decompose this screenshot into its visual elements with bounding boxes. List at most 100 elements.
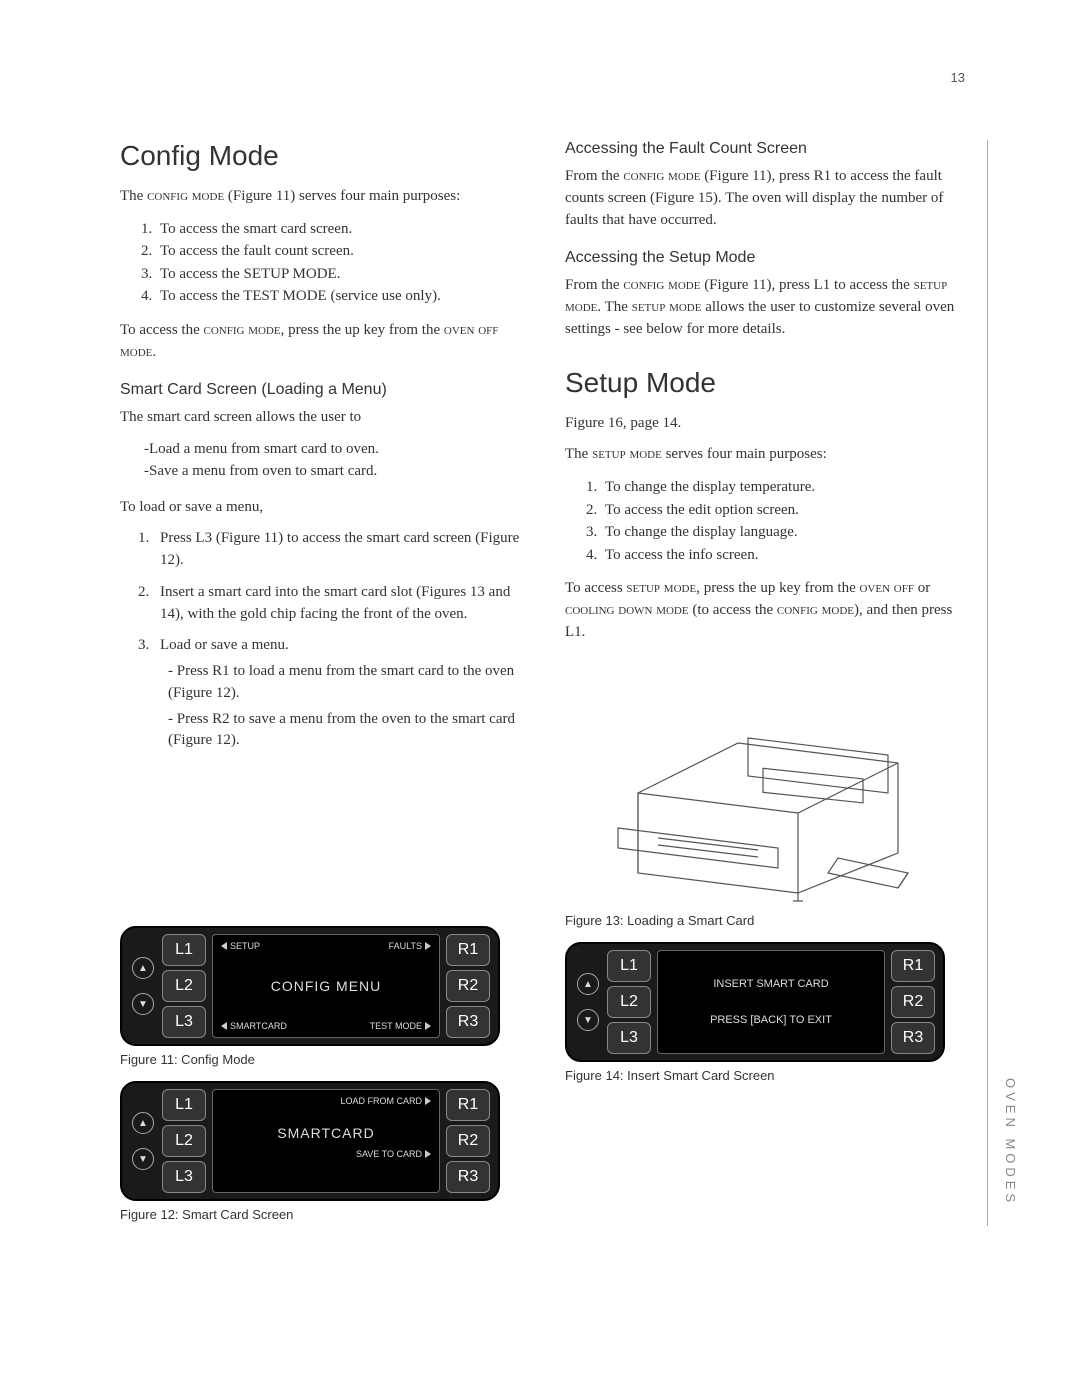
- config-purposes-list: To access the smart card screen. To acce…: [156, 218, 525, 308]
- step-num: 3.: [138, 635, 160, 756]
- triangle-left-icon: [221, 942, 227, 950]
- figure-14-panel: ▲ ▼ L1 L2 L3 INSERT SMART CARD PRESS [BA…: [565, 942, 945, 1062]
- text: From the: [565, 168, 623, 184]
- smartcard-bullets: -Load a menu from smart card to oven. -S…: [144, 439, 525, 483]
- down-arrow-icon: ▼: [577, 1009, 599, 1031]
- text-smallcaps: oven off: [859, 580, 913, 596]
- bullet: -Save a menu from oven to smart card.: [144, 461, 525, 483]
- key-R1: R1: [446, 934, 490, 966]
- screen-insert-card: INSERT SMART CARD PRESS [BACK] TO EXIT: [657, 950, 885, 1054]
- down-arrow-icon: ▼: [132, 1148, 154, 1170]
- subheading-fault-count: Accessing the Fault Count Screen: [565, 140, 970, 158]
- triangle-right-icon: [425, 1097, 431, 1105]
- page-number: 13: [951, 70, 965, 85]
- step-num: 2.: [138, 582, 160, 626]
- oven-svg: [598, 673, 938, 903]
- load-save-steps: 1. Press L3 (Figure 11) to access the sm…: [138, 528, 525, 756]
- step: 1. Press L3 (Figure 11) to access the sm…: [138, 528, 525, 572]
- key-R1: R1: [446, 1089, 490, 1121]
- key-R1: R1: [891, 950, 935, 982]
- figures-left: ▲ ▼ L1 L2 L3 SETUP FAULTS CONFIG MENU: [120, 926, 525, 1222]
- triangle-left-icon: [221, 1022, 227, 1030]
- side-rule: [987, 140, 988, 1226]
- text: To access the: [120, 322, 204, 338]
- text: (Figure 11) serves four main purposes:: [224, 188, 460, 204]
- text: From the: [565, 277, 623, 293]
- text: (Figure 11), press L1 to access the: [700, 277, 913, 293]
- triangle-right-icon: [425, 1150, 431, 1158]
- text-smallcaps: config mode: [623, 168, 700, 184]
- screen-label: TEST MODE: [370, 1021, 422, 1031]
- key-L1: L1: [162, 934, 206, 966]
- text-smallcaps: config mode: [623, 277, 700, 293]
- text: serves four main purposes:: [662, 446, 827, 462]
- left-keys: L1 L2 L3: [162, 934, 206, 1038]
- right-column: Accessing the Fault Count Screen From th…: [565, 140, 970, 1236]
- smartcard-intro: The smart card screen allows the user to: [120, 407, 525, 429]
- key-L2: L2: [162, 1125, 206, 1157]
- heading-config-mode: Config Mode: [120, 140, 525, 172]
- text: , press the up key from the: [696, 580, 859, 596]
- left-keys: L1 L2 L3: [607, 950, 651, 1054]
- figure-13-caption: Figure 13: Loading a Smart Card: [565, 913, 970, 928]
- list-item: To change the display language.: [601, 521, 970, 544]
- list-item: To access the info screen.: [601, 544, 970, 567]
- screen-smartcard: LOAD FROM CARD SMARTCARD SAVE TO CARD: [212, 1089, 440, 1193]
- text-smallcaps: config mode: [777, 602, 854, 618]
- key-R2: R2: [891, 986, 935, 1018]
- screen-title: CONFIG MENU: [221, 978, 431, 994]
- key-R2: R2: [446, 970, 490, 1002]
- text: . The: [597, 299, 631, 315]
- screen-label: LOAD FROM CARD: [340, 1096, 422, 1106]
- key-L3: L3: [162, 1006, 206, 1038]
- arrow-keys: ▲ ▼: [575, 973, 601, 1031]
- step-text: Insert a smart card into the smart card …: [160, 582, 525, 626]
- figure-13-drawing: [598, 673, 938, 903]
- list-item: To access the edit option screen.: [601, 499, 970, 522]
- key-L2: L2: [162, 970, 206, 1002]
- left-column: Config Mode The config mode (Figure 11) …: [120, 140, 525, 1236]
- left-keys: L1 L2 L3: [162, 1089, 206, 1193]
- arrow-keys: ▲ ▼: [130, 1112, 156, 1170]
- text: .: [152, 344, 156, 360]
- screen-label: SMARTCARD: [230, 1021, 287, 1031]
- text-smallcaps: config mode: [147, 188, 224, 204]
- down-arrow-icon: ▼: [132, 993, 154, 1015]
- text-smallcaps: setup mode: [632, 299, 702, 315]
- key-L1: L1: [162, 1089, 206, 1121]
- load-save-intro: To load or save a menu,: [120, 497, 525, 519]
- screen-line-1: INSERT SMART CARD: [666, 978, 876, 990]
- page: 13 OVEN MODES Config Mode The config mod…: [0, 0, 1080, 1286]
- key-R3: R3: [446, 1006, 490, 1038]
- arrow-keys: ▲ ▼: [130, 957, 156, 1015]
- triangle-right-icon: [425, 1022, 431, 1030]
- text-smallcaps: config mode: [204, 322, 281, 338]
- text-smallcaps: cooling down mode: [565, 602, 689, 618]
- right-keys: R1 R2 R3: [446, 934, 490, 1038]
- side-label: OVEN MODES: [1003, 1078, 1018, 1206]
- setup-purposes-list: To change the display temperature. To ac…: [601, 476, 970, 566]
- text: or: [914, 580, 930, 596]
- bullet: -Load a menu from smart card to oven.: [144, 439, 525, 461]
- step: 2. Insert a smart card into the smart ca…: [138, 582, 525, 626]
- key-R2: R2: [446, 1125, 490, 1157]
- up-arrow-icon: ▲: [132, 957, 154, 979]
- key-L2: L2: [607, 986, 651, 1018]
- setup-figure-ref: Figure 16, page 14.: [565, 413, 970, 435]
- config-intro: The config mode (Figure 11) serves four …: [120, 186, 525, 208]
- screen-label: FAULTS: [389, 941, 422, 951]
- step-sublist: - Press R1 to load a menu from the smart…: [168, 661, 525, 752]
- screen-title: SMARTCARD: [221, 1125, 431, 1141]
- key-R3: R3: [446, 1161, 490, 1193]
- figure-12-caption: Figure 12: Smart Card Screen: [120, 1207, 525, 1222]
- figure-11-caption: Figure 11: Config Mode: [120, 1052, 525, 1067]
- key-R3: R3: [891, 1022, 935, 1054]
- figure-14-caption: Figure 14: Insert Smart Card Screen: [565, 1068, 970, 1083]
- text: The: [120, 188, 147, 204]
- triangle-right-icon: [425, 942, 431, 950]
- step-text: Load or save a menu. - Press R1 to load …: [160, 635, 525, 756]
- up-arrow-icon: ▲: [577, 973, 599, 995]
- step-num: 1.: [138, 528, 160, 572]
- screen-label: SAVE TO CARD: [356, 1149, 422, 1159]
- up-arrow-icon: ▲: [132, 1112, 154, 1134]
